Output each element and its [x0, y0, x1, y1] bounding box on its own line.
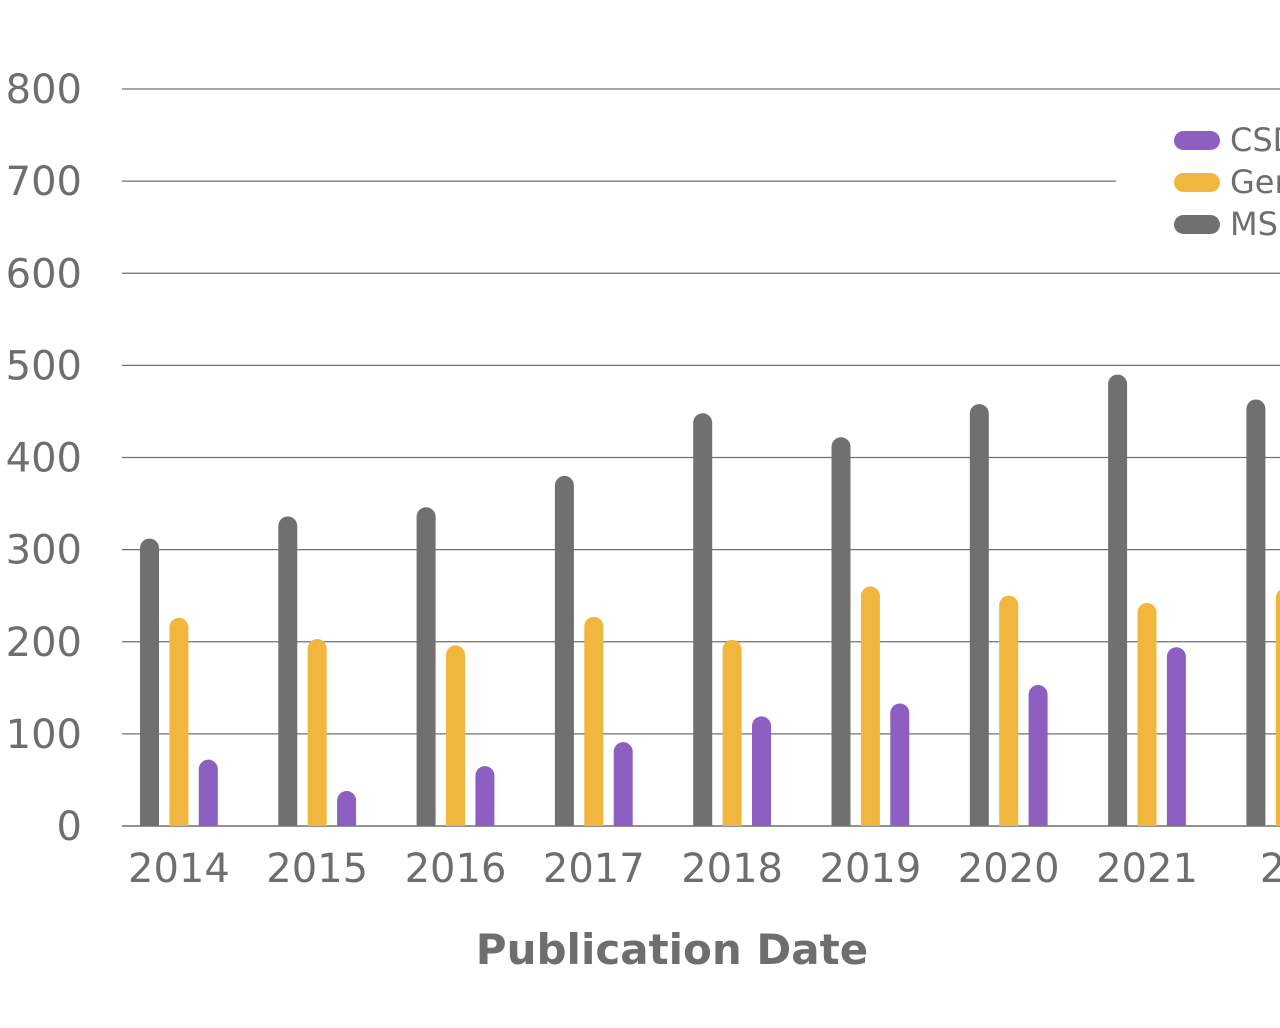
bar-csd-2019: [890, 703, 910, 826]
bar-csd-2016: [475, 766, 495, 826]
bar-ger-2019: [860, 586, 880, 826]
bar-ms-2019: [831, 437, 851, 826]
y-tick-label: 300: [6, 528, 82, 574]
bars: [140, 374, 1280, 826]
x-axis-tick-labels: 2014 2015 2016 2017 2018 2019 2020 2021 20: [128, 846, 1280, 892]
y-tick-label: 100: [6, 712, 82, 758]
bar-csd-2017: [613, 742, 633, 826]
bar-ger-2018: [722, 639, 742, 826]
bar-ger-20: [1275, 590, 1280, 826]
legend-swatch-ms: [1174, 215, 1220, 234]
x-tick-label: 2015: [266, 846, 368, 892]
x-tick-label: 2017: [543, 846, 645, 892]
bar-ger-2020: [999, 595, 1019, 826]
bar-ms-2015: [278, 516, 298, 826]
x-tick-label: 2014: [128, 846, 230, 892]
bar-ger-2014: [169, 617, 189, 826]
legend-swatch-csd: [1174, 131, 1220, 150]
bar-ms-2014: [140, 538, 159, 826]
bar-ms-2020: [969, 404, 989, 826]
bar-csd-2021: [1166, 647, 1186, 826]
bar-ger-2015: [307, 638, 327, 826]
y-tick-label: 600: [6, 251, 82, 297]
bar-ms-2016: [416, 507, 436, 826]
bar-ms-2018: [693, 413, 713, 826]
legend-swatch-ger: [1174, 173, 1220, 192]
bar-csd-2014: [198, 759, 218, 826]
y-tick-label: 800: [6, 67, 82, 113]
legend-label-ger: Ger: [1230, 163, 1280, 201]
legend: CSD Ger MS: [1174, 121, 1280, 243]
legend-label-csd: CSD: [1230, 121, 1280, 159]
x-tick-label: 2016: [405, 846, 507, 892]
legend-label-ms: MS: [1230, 205, 1278, 243]
x-tick-label: 2020: [958, 846, 1060, 892]
bar-csd-2018: [752, 716, 771, 826]
bar-ms-2021: [1108, 374, 1128, 826]
y-tick-label: 700: [6, 159, 82, 205]
y-tick-label: 0: [57, 804, 82, 850]
y-tick-label: 500: [6, 343, 82, 389]
bar-ms-20: [1246, 399, 1266, 826]
x-tick-label: 2018: [681, 846, 783, 892]
y-tick-label: 200: [6, 620, 82, 666]
bar-ger-2017: [584, 616, 604, 826]
bar-csd-2015: [337, 790, 357, 826]
x-axis-title: Publication Date: [476, 925, 868, 974]
bar-ger-2021: [1137, 603, 1157, 826]
x-tick-label: 2021: [1096, 846, 1198, 892]
bar-csd-2020: [1028, 685, 1048, 826]
y-tick-label: 400: [6, 436, 82, 482]
y-axis-tick-labels: 0 100 200 300 400 500 600 700 800: [6, 67, 82, 850]
x-tick-label: 2019: [820, 846, 922, 892]
bar-ms-2017: [554, 475, 574, 826]
bar-ger-2016: [446, 645, 465, 826]
x-tick-label: 20: [1260, 846, 1280, 892]
